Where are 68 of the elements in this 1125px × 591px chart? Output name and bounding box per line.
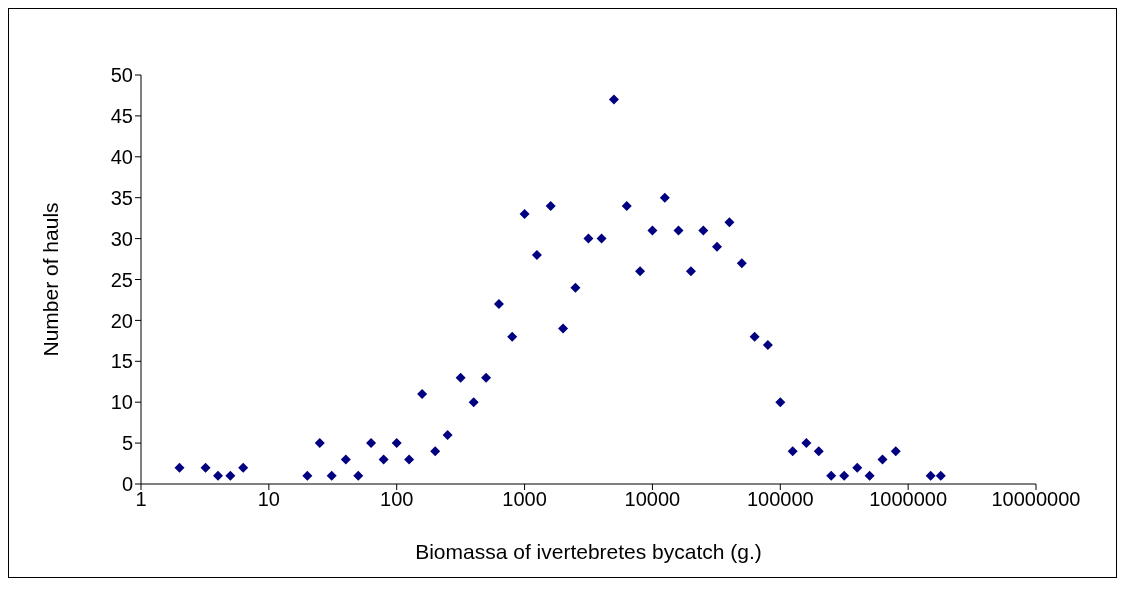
point — [801, 438, 812, 449]
x-tick-label: 1000000 — [869, 488, 948, 511]
y-tick-label: 50 — [110, 64, 133, 87]
x-tick-label: 100 — [380, 488, 414, 511]
point — [813, 446, 824, 457]
point — [596, 233, 607, 244]
x-tick-label: 1 — [135, 488, 147, 511]
point — [762, 339, 773, 350]
y-tick-label: 20 — [110, 309, 133, 332]
x-tick-label: 1000 — [502, 488, 547, 511]
y-tick-label: 30 — [110, 227, 133, 250]
point — [787, 446, 798, 457]
point — [583, 233, 594, 244]
x-axis-title: Biomassa of ivertebretes bycatch (g.) — [415, 540, 762, 563]
point — [455, 372, 466, 383]
x-tick-label: 100000 — [746, 488, 814, 511]
point — [673, 225, 684, 236]
point — [570, 282, 581, 293]
x-tick-label: 10000000 — [991, 488, 1081, 511]
y-tick-label: 40 — [110, 145, 133, 168]
point — [712, 241, 723, 252]
point — [481, 372, 492, 383]
point — [519, 209, 530, 220]
point — [545, 200, 556, 211]
point — [621, 200, 632, 211]
point — [724, 217, 735, 228]
point — [340, 454, 351, 465]
point — [852, 462, 863, 473]
point — [493, 299, 504, 310]
point — [391, 438, 402, 449]
point — [749, 331, 760, 342]
point — [558, 323, 569, 334]
point — [404, 454, 415, 465]
point — [775, 397, 786, 408]
point — [468, 397, 479, 408]
point — [839, 470, 850, 481]
point — [302, 470, 313, 481]
point — [659, 192, 670, 203]
point — [877, 454, 888, 465]
x-tick-label: 10000 — [624, 488, 681, 511]
point — [326, 470, 337, 481]
x-tick-label: 10 — [257, 488, 280, 511]
point — [635, 266, 646, 277]
point — [685, 266, 696, 277]
y-tick-label: 15 — [110, 350, 133, 373]
point — [890, 446, 901, 457]
point — [608, 94, 619, 105]
point — [417, 389, 428, 400]
point — [353, 470, 364, 481]
point — [864, 470, 875, 481]
y-tick-label: 45 — [110, 105, 133, 127]
point — [507, 331, 518, 342]
y-tick-label: 5 — [121, 432, 133, 455]
point — [826, 470, 837, 481]
y-tick-label: 25 — [110, 268, 133, 291]
point — [430, 446, 441, 457]
point — [736, 258, 747, 269]
point — [314, 438, 325, 449]
point — [647, 225, 658, 236]
y-axis-title: Number of hauls — [39, 202, 63, 357]
point — [366, 438, 377, 449]
point — [378, 454, 389, 465]
point — [442, 429, 453, 440]
y-tick-label: 10 — [110, 391, 133, 414]
y-tick-label: 35 — [110, 186, 133, 209]
y-tick-label: 0 — [121, 473, 133, 496]
point — [531, 249, 542, 260]
point — [698, 225, 709, 236]
